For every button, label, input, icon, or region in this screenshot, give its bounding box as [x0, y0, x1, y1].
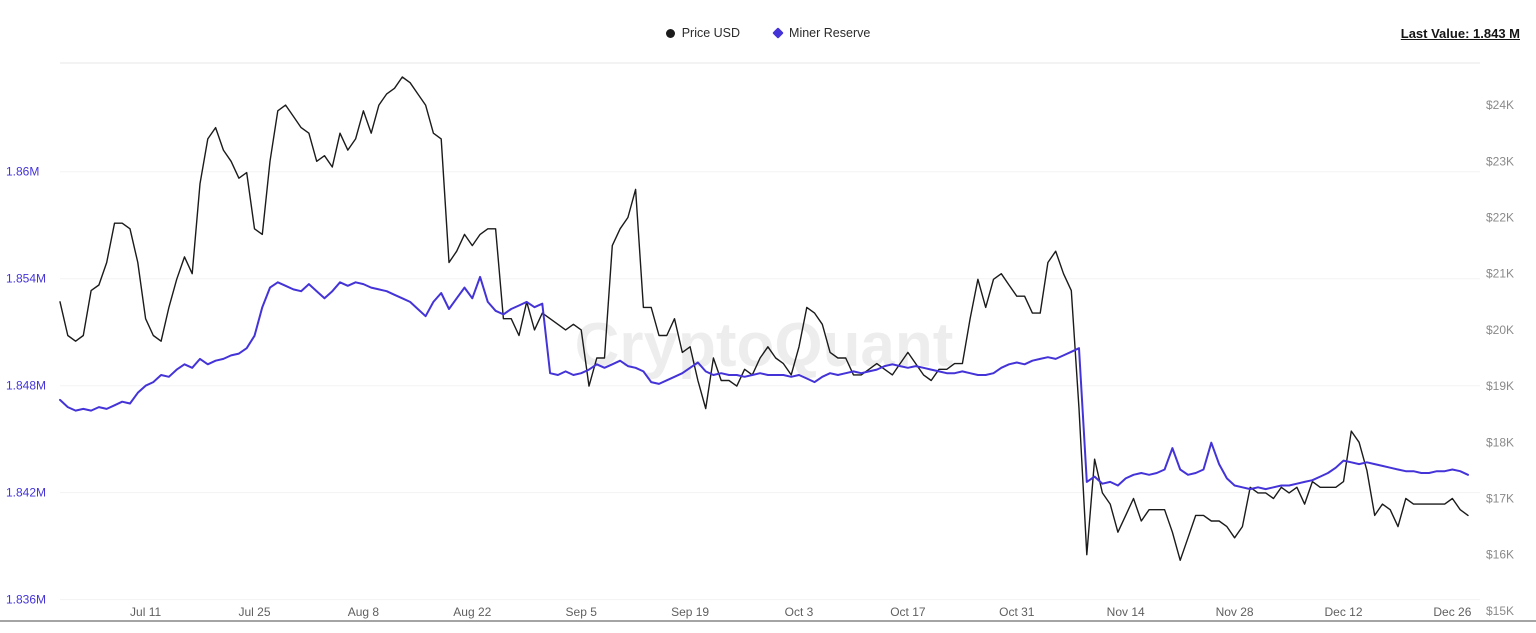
legend-label-miner-reserve: Miner Reserve	[789, 26, 871, 40]
legend-item-miner-reserve[interactable]: Miner Reserve	[772, 26, 871, 40]
right-axis-tick-label: $16K	[1486, 548, 1514, 562]
miner-reserve-line[interactable]	[59, 275, 1469, 491]
miner-reserve-diamond-icon	[772, 27, 784, 39]
x-axis-tick-label: Sep 19	[671, 605, 709, 619]
price-usd-line[interactable]	[59, 76, 1469, 561]
left-axis-tick-label: 1.836M	[6, 593, 46, 607]
right-axis-tick-label: $15K	[1486, 604, 1514, 618]
x-axis-tick-label: Nov 14	[1107, 605, 1145, 619]
left-axis-tick-label: 1.86M	[6, 165, 39, 179]
x-axis-tick-label: Jul 11	[130, 605, 161, 619]
chart-legend: Price USD Miner Reserve	[0, 26, 1536, 40]
x-axis-tick-label: Aug 22	[453, 605, 491, 619]
legend-label-price-usd: Price USD	[681, 26, 741, 40]
right-axis-tick-label: $17K	[1486, 492, 1514, 506]
last-value-readout: Last Value: 1.843 M	[1400, 26, 1520, 41]
legend-item-price-usd[interactable]: Price USD	[665, 26, 741, 40]
x-axis-tick-label: Sep 5	[566, 605, 598, 619]
x-axis-tick-label: Oct 3	[785, 605, 814, 619]
left-axis-tick-label: 1.842M	[6, 486, 46, 500]
right-axis-tick-label: $20K	[1486, 323, 1514, 337]
x-axis-tick-label: Oct 31	[999, 605, 1035, 619]
left-axis-tick-label: 1.848M	[6, 379, 46, 393]
x-axis-tick-label: Dec 12	[1324, 605, 1362, 619]
x-axis-tick-label: Aug 8	[348, 605, 380, 619]
right-axis-tick-label: $18K	[1486, 435, 1514, 449]
right-axis-tick-label: $23K	[1486, 154, 1514, 168]
x-axis-tick-label: Oct 17	[890, 605, 926, 619]
right-axis-tick-label: $21K	[1486, 267, 1514, 281]
x-axis-tick-label: Dec 26	[1433, 605, 1471, 619]
left-axis-tick-label: 1.854M	[6, 272, 46, 286]
right-axis-tick-label: $22K	[1486, 211, 1514, 225]
x-axis-tick-label: Jul 25	[238, 605, 270, 619]
right-axis-tick-label: $24K	[1486, 98, 1514, 112]
price-series-circle-icon	[665, 28, 675, 38]
x-axis-tick-label: Nov 28	[1216, 605, 1254, 619]
right-axis-tick-label: $19K	[1486, 379, 1514, 393]
